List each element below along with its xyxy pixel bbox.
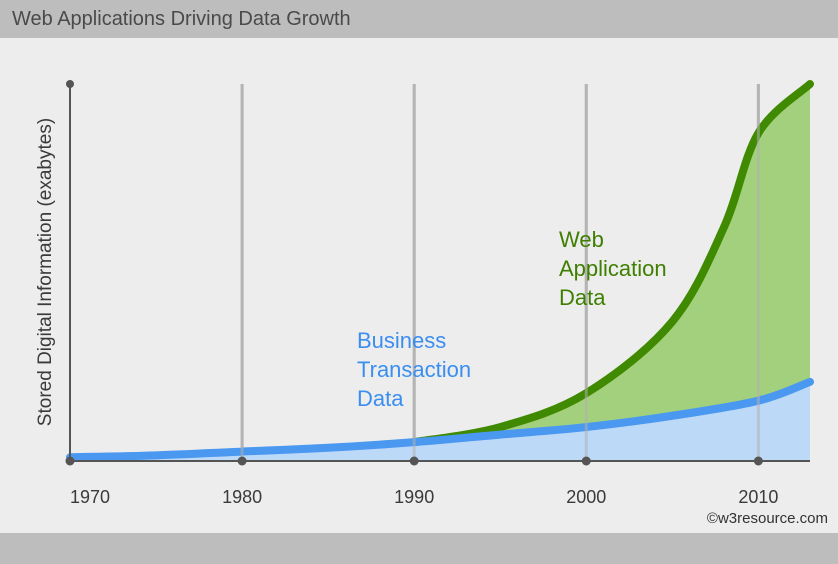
x-tick-dot-1990	[409, 456, 419, 466]
series-lines	[66, 80, 814, 462]
web-application-label-line-3: Data	[559, 285, 606, 310]
series-areas	[70, 84, 810, 461]
bottom-bar	[0, 533, 838, 564]
credit-text: ©w3resource.com	[707, 510, 828, 527]
x-tick-label-2010: 2010	[738, 487, 778, 507]
x-tick-label-1980: 1980	[222, 487, 262, 507]
business-transaction-label-line-2: Transaction	[357, 357, 471, 382]
web-application-label-line-2: Application	[559, 256, 667, 281]
y-axis-end-dot	[66, 80, 74, 88]
business-transaction-label: Business Transaction Data	[357, 328, 471, 411]
business-transaction-label-line-1: Business	[357, 328, 446, 353]
business-transaction-area	[70, 381, 810, 461]
x-tick-dot-1970	[65, 456, 75, 466]
x-tick-label-2000: 2000	[566, 487, 606, 507]
chart-title: Web Applications Driving Data Growth	[12, 8, 351, 30]
x-tick-label-1970: 1970	[70, 487, 110, 507]
series-labels: Web Application Data Business Transaction Dat…	[357, 227, 667, 411]
web-application-area	[414, 84, 810, 461]
y-axis-label: Stored Digital Information (exabytes)	[35, 118, 56, 426]
web-application-label: Web Application Data	[559, 227, 667, 310]
x-tick-labels: 1970 1980 1990 2000 2010	[70, 487, 778, 507]
x-tick-dot-2000	[581, 456, 591, 466]
x-tick-label-1990: 1990	[394, 487, 434, 507]
web-application-label-line-1: Web	[559, 227, 604, 252]
business-transaction-line	[66, 377, 814, 462]
axes	[65, 80, 810, 466]
title-bar: Web Applications Driving Data Growth	[0, 0, 838, 38]
business-transaction-label-line-3: Data	[357, 386, 404, 411]
x-tick-dot-2010	[753, 456, 763, 466]
x-tick-dot-1980	[237, 456, 247, 466]
